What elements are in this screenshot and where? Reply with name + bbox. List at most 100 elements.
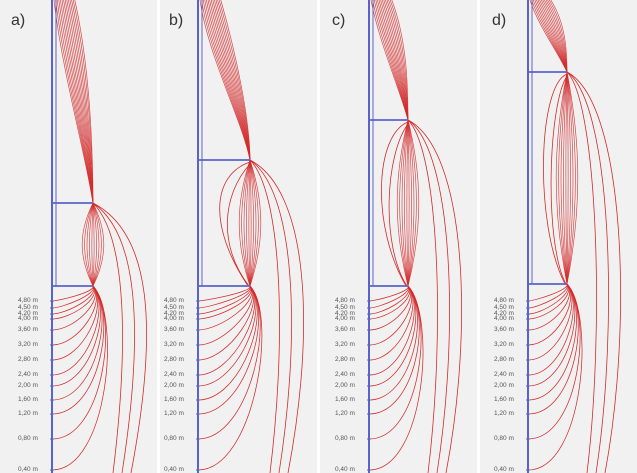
flow-line [407,119,420,287]
depth-label: 4,50 m [164,304,184,311]
panel-b: b) 4,80 m 4,50 m 4,20 m 4,00 m 3,60 m 3,20 m 2… [160,0,317,473]
flow-line [197,285,258,401]
flow-line [249,159,257,287]
flow-line [241,159,251,287]
flow-line [550,0,568,73]
depth-label: 1,60 m [164,396,184,403]
flow-line [197,285,253,346]
depth-label: 3,20 m [18,341,38,348]
flow-line [197,285,253,331]
flow-line [396,119,409,287]
flow-loop [550,75,568,285]
flow-line [197,285,251,302]
flow-line [399,119,409,287]
flow-arc [566,71,597,473]
flow-line [527,283,568,302]
flow-line [249,159,262,287]
flow-line [197,285,251,309]
depth-label: 0,40 m [164,466,184,473]
flow-diagram [50,0,147,473]
flow-line [86,202,94,287]
flow-line [92,202,102,287]
flow-line [243,159,251,287]
flow-line [249,159,254,287]
depth-label: 3,20 m [494,341,514,348]
flow-line [51,285,97,346]
flow-line [248,159,251,287]
flow-arc [407,119,450,473]
flow-line [368,285,418,401]
flow-line [51,285,108,471]
flow-loop [381,121,409,287]
depth-label: 0,80 m [335,435,355,442]
depth-label: 0,40 m [18,466,38,473]
depth-label: 4,20 m [164,310,184,317]
flow-line [527,283,572,346]
depth-label: 2,40 m [18,371,38,378]
flow-line [249,159,259,287]
depth-label: 1,60 m [494,396,514,403]
depth-label: 3,60 m [18,326,38,333]
flow-line [527,283,581,440]
flow-line [197,285,257,387]
flow-line [51,285,95,315]
depth-label: 4,00 m [164,315,184,322]
flow-line [368,285,417,387]
flow-line [563,71,568,285]
flow-line [92,202,97,287]
flow-line [92,202,95,287]
panel-label: b) [169,12,184,29]
depth-label: 1,20 m [494,410,514,417]
flow-line [51,285,94,302]
flow-line [197,285,255,361]
flow-line [407,119,412,287]
flow-arc [566,71,609,473]
flow-line [566,71,579,285]
flow-loop [543,73,568,285]
flow-line [51,285,105,415]
flow-line [368,285,411,320]
depth-label: 4,00 m [494,315,514,322]
depth-label: 4,80 m [164,297,184,304]
flow-diagram [367,0,462,473]
depth-label: 2,80 m [164,356,184,363]
depth-label: 0,80 m [18,435,38,442]
flow-line [566,71,576,285]
flow-line [246,159,251,287]
flow-line [197,285,252,320]
depth-label: 1,20 m [335,410,355,417]
flow-arc [92,202,135,473]
flow-arc [249,159,292,473]
depth-label: 4,50 m [335,304,355,311]
depth-label: 2,80 m [494,356,514,363]
flow-line [368,285,420,415]
flow-line [527,283,569,315]
flow-line [81,202,94,287]
flow-arc [92,202,147,473]
flow-line [51,285,101,387]
depth-label: 4,80 m [494,297,514,304]
flow-line [527,283,573,361]
depth-label: 0,80 m [494,435,514,442]
flow-line [368,285,409,302]
flow-line [51,285,94,309]
flow-line [197,285,251,315]
flow-line [220,0,251,161]
flow-arc [566,71,621,473]
panel-c: c) 4,80 m 4,50 m 4,20 m 4,00 m 3,60 m 3,20 m 2… [320,0,477,473]
depth-label: 4,20 m [494,310,514,317]
flow-line [197,285,261,440]
flow-line [197,285,259,415]
flow-line [197,285,256,376]
depth-label: 1,60 m [335,396,355,403]
flow-arc [249,159,304,473]
depth-label: 2,40 m [335,371,355,378]
depth-label: 0,40 m [494,466,514,473]
flow-loop [388,123,409,287]
flow-line [51,285,106,440]
flow-line [406,119,409,287]
flow-line [199,0,251,161]
flow-line [565,71,568,285]
flow-line [401,119,409,287]
depth-label: 4,00 m [335,315,355,322]
